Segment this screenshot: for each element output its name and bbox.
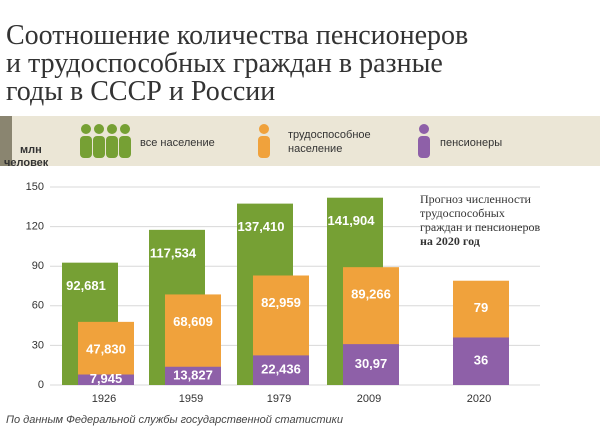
annotation: трудоспособных (420, 206, 505, 220)
chart-title: Соотношение количества пенсионеров (6, 20, 468, 51)
y-axis-label: человек (4, 157, 49, 169)
legend-icon (106, 136, 118, 158)
y-tick-label: 0 (38, 379, 44, 391)
value-label: 22,436 (261, 362, 301, 377)
value-label: 117,534 (150, 245, 197, 260)
value-label: 92,681 (66, 278, 106, 293)
legend-icon (119, 136, 131, 158)
legend-label: все население (140, 137, 215, 149)
source: По данным Федеральной службы государстве… (6, 414, 343, 426)
legend-icon (94, 124, 104, 134)
y-tick-label: 150 (26, 181, 44, 193)
value-label: 30,97 (355, 356, 388, 371)
y-tick-label: 90 (32, 260, 44, 272)
legend-label: трудоспособное население (288, 129, 371, 155)
legend-icon (120, 124, 130, 134)
x-tick-label: 1979 (267, 393, 291, 405)
bar (78, 321, 134, 385)
legend-icon (259, 124, 269, 134)
chart-title: и трудоспособных граждан в разные (6, 48, 443, 79)
legend-label: пенсионеры (440, 137, 503, 149)
legend-accent (0, 116, 12, 166)
legend-icon (258, 136, 270, 158)
y-tick-label: 60 (32, 300, 44, 312)
bar (165, 366, 221, 385)
annotation: Прогноз численности (420, 192, 532, 206)
value-label: 82,959 (261, 295, 301, 310)
y-tick-label: 120 (26, 221, 44, 233)
x-tick-label: 1959 (179, 393, 203, 405)
value-label: 13,827 (173, 367, 213, 382)
annotation: граждан и пенсионеров (420, 220, 540, 234)
value-label: 137,410 (238, 219, 285, 234)
legend-icon (81, 124, 91, 134)
value-label: 79 (474, 300, 488, 315)
x-tick-label: 2020 (467, 393, 491, 405)
legend-icon (418, 136, 430, 158)
x-tick-label: 1926 (92, 393, 116, 405)
legend-icon (107, 124, 117, 134)
x-tick-label: 2009 (357, 393, 381, 405)
bar (453, 337, 509, 385)
chart-title: годы в СССР и России (6, 76, 275, 107)
y-axis-label: млн (20, 144, 42, 156)
bar (78, 374, 134, 385)
legend-icon (419, 124, 429, 134)
value-label: 47,830 (86, 341, 126, 356)
bar (253, 355, 309, 385)
value-label: 141,904 (328, 213, 376, 228)
value-label: 7,945 (90, 371, 123, 386)
legend-icon (93, 136, 105, 158)
value-label: 68,609 (173, 314, 213, 329)
value-label: 36 (474, 353, 488, 368)
annotation: на 2020 год (420, 234, 480, 248)
bar (343, 344, 399, 385)
legend-icon (80, 136, 92, 158)
y-tick-label: 30 (32, 339, 44, 351)
value-label: 89,266 (351, 287, 391, 302)
